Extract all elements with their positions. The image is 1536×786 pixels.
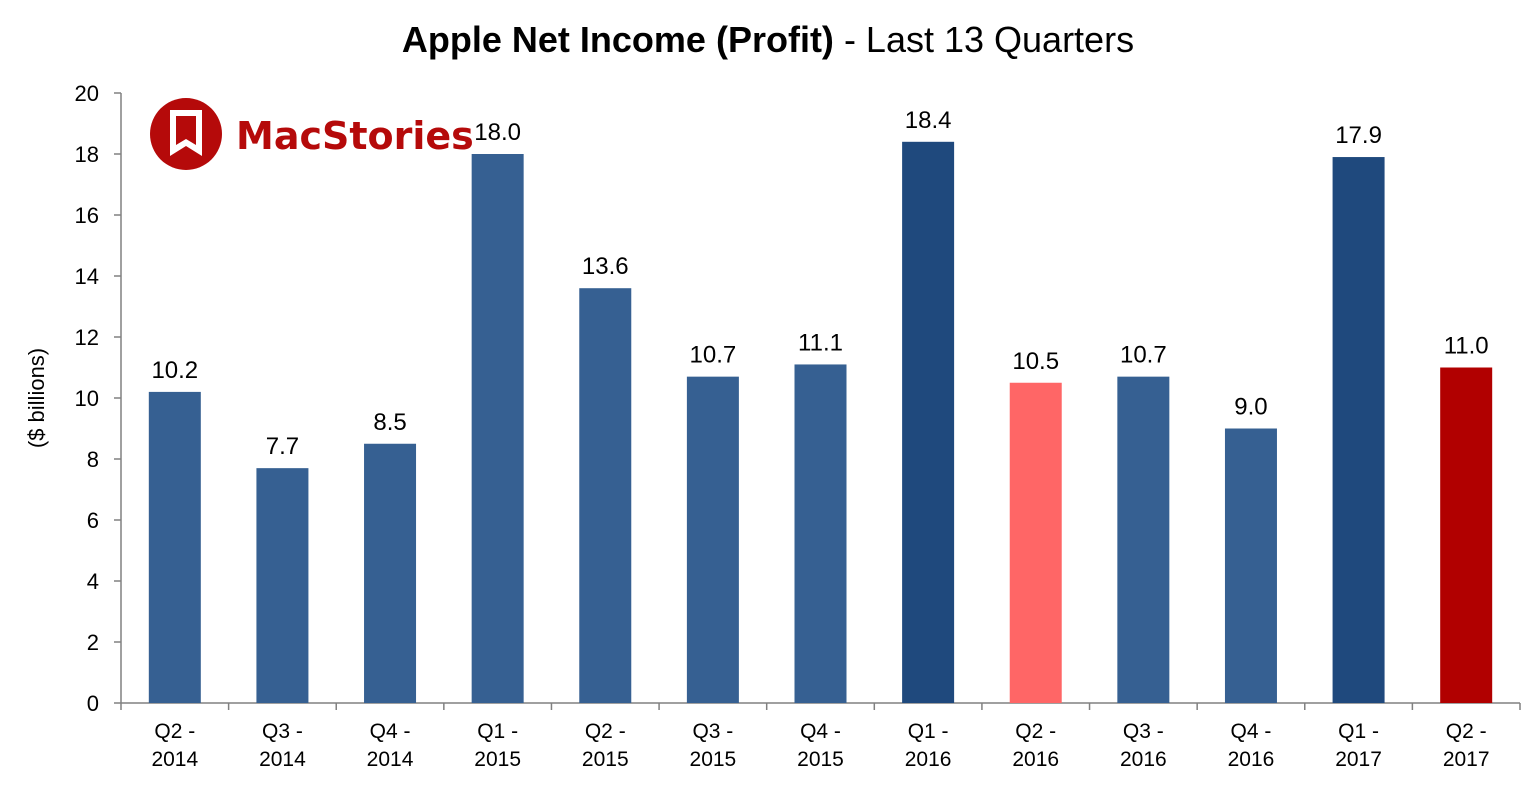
data-label: 13.6: [582, 253, 629, 280]
chart-title-bold: Apple Net Income (Profit): [402, 19, 834, 60]
x-tick-label-quarter: Q1 -: [477, 720, 518, 743]
x-tick-label-year: 2015: [474, 748, 521, 771]
x-tick-label-quarter: Q3 -: [262, 720, 303, 743]
bar: [579, 288, 632, 703]
x-tick-label-year: 2014: [367, 748, 414, 771]
bookmark-icon-inner: [176, 116, 196, 145]
bar: [794, 364, 847, 703]
bar: [364, 443, 417, 703]
data-label: 8.5: [373, 409, 406, 436]
bar: [1117, 376, 1170, 703]
x-tick-label-year: 2015: [690, 748, 737, 771]
axes: 0 2 4 6 8 10 12 14 16 18 20: [75, 81, 1521, 716]
bar: [686, 376, 739, 703]
data-label: 11.0: [1444, 333, 1489, 360]
x-tick-label-year: 2015: [797, 748, 844, 771]
data-label: 18.4: [905, 107, 952, 134]
bar: [148, 391, 201, 703]
value-labels: 10.2 7.7 8.5 18.0 13.6 10.7 11.1 18.4 10.5 10.7 9.…: [151, 107, 1488, 460]
x-tick-label-quarter: Q2 -: [585, 720, 626, 743]
x-axis-categories: Q2 - 2014 Q3 - 2014 Q4 - 2014 Q1 - 2015 Q2 - 2015…: [151, 720, 1489, 771]
bar: [902, 141, 955, 704]
x-tick-label-year: 2016: [1120, 748, 1167, 771]
x-tick-label-quarter: Q1 -: [908, 720, 949, 743]
x-tick-label: Q1 - 2016: [905, 720, 952, 771]
data-label: 10.7: [1120, 342, 1167, 369]
chart-title: Apple Net Income (Profit) - Last 13 Quar…: [402, 19, 1134, 60]
x-tick-label: Q2 - 2017: [1443, 720, 1490, 771]
x-tick-label-year: 2014: [259, 748, 306, 771]
data-label: 17.9: [1335, 122, 1382, 149]
x-tick-label: Q4 - 2014: [367, 720, 414, 771]
data-label: 10.5: [1012, 348, 1059, 375]
y-tick-label: 10: [75, 386, 99, 411]
x-tick-label-year: 2016: [1012, 748, 1059, 771]
y-tick-label: 18: [75, 142, 99, 167]
y-tick-label: 12: [75, 325, 99, 350]
x-tick-label-quarter: Q2 -: [1446, 720, 1487, 743]
x-tick-label: Q1 - 2015: [474, 720, 521, 771]
y-tick-label: 0: [87, 691, 99, 716]
x-tick-label: Q3 - 2014: [259, 720, 306, 771]
x-tick-label: Q2 - 2016: [1012, 720, 1059, 771]
x-tick-label: Q3 - 2015: [690, 720, 737, 771]
x-tick-label-quarter: Q3 -: [692, 720, 733, 743]
logo-text: MacStories: [236, 114, 474, 158]
x-tick-label-quarter: Q4 -: [1231, 720, 1272, 743]
y-tick-label: 8: [87, 447, 99, 472]
x-tick-label-quarter: Q3 -: [1123, 720, 1164, 743]
data-label: 9.0: [1234, 394, 1267, 421]
bar: [1224, 428, 1277, 703]
data-label: 10.2: [151, 357, 198, 384]
y-tick-label: 6: [87, 508, 99, 533]
data-label: 11.1: [798, 329, 843, 356]
x-tick-label: Q1 - 2017: [1335, 720, 1382, 771]
x-tick-label-year: 2017: [1443, 748, 1490, 771]
x-tick-label-quarter: Q2 -: [1015, 720, 1056, 743]
y-tick-label: 20: [75, 81, 99, 106]
x-tick-label-quarter: Q2 -: [154, 720, 195, 743]
x-tick-label: Q2 - 2015: [582, 720, 629, 771]
data-label: 10.7: [690, 342, 737, 369]
x-tick-label-year: 2014: [151, 748, 198, 771]
y-tick-label: 2: [87, 630, 99, 655]
y-tick-label: 16: [75, 203, 99, 228]
x-tick-label: Q4 - 2016: [1228, 720, 1275, 771]
x-tick-label-quarter: Q4 -: [370, 720, 411, 743]
x-tick-label: Q4 - 2015: [797, 720, 844, 771]
bar: [1440, 367, 1493, 703]
chart-title-rest: - Last 13 Quarters: [834, 19, 1134, 60]
bar: [1332, 157, 1385, 704]
bar: [256, 468, 309, 703]
x-tick-label-year: 2016: [905, 748, 952, 771]
y-tick-label: 14: [75, 264, 99, 289]
x-tick-label-quarter: Q1 -: [1338, 720, 1379, 743]
x-tick-label-year: 2017: [1335, 748, 1382, 771]
bar: [1009, 382, 1062, 703]
bar: [471, 154, 524, 703]
x-tick-label: Q2 - 2014: [151, 720, 198, 771]
data-label: 18.0: [474, 119, 521, 146]
logo: MacStories: [150, 98, 474, 170]
y-axis-label: ($ billions): [24, 348, 49, 448]
x-tick-label-year: 2016: [1228, 748, 1275, 771]
x-tick-label-quarter: Q4 -: [800, 720, 841, 743]
bars: [148, 141, 1493, 704]
x-tick-label-year: 2015: [582, 748, 629, 771]
x-tick-label: Q3 - 2016: [1120, 720, 1167, 771]
data-label: 7.7: [266, 433, 299, 460]
y-tick-label: 4: [87, 569, 99, 594]
